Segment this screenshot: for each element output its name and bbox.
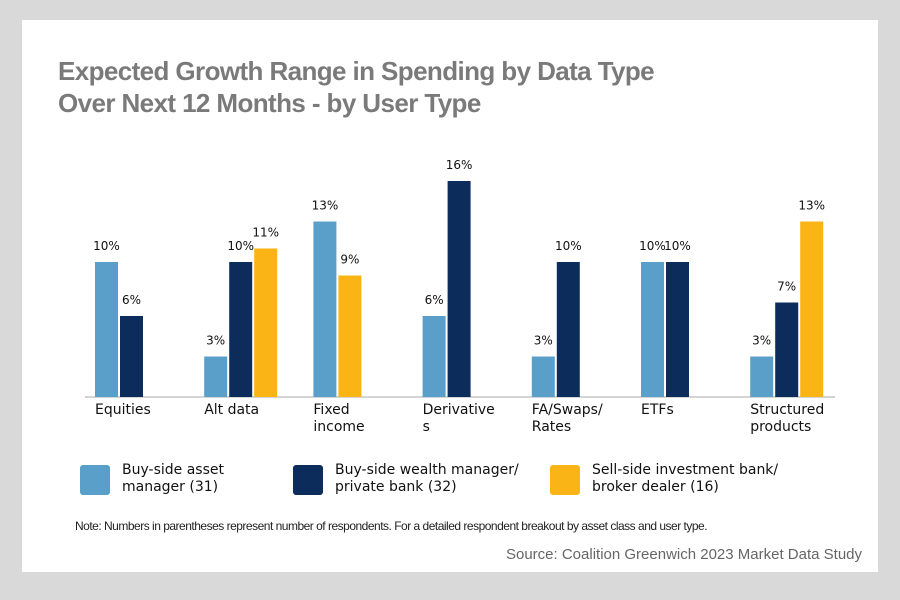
bar — [338, 275, 362, 397]
x-tick-label: Equities — [95, 402, 151, 418]
bar — [800, 221, 824, 397]
bar — [313, 221, 337, 397]
legend-label: Sell-side investment bank/ broker dealer… — [592, 462, 779, 495]
note: Note: Numbers in parentheses represent n… — [75, 519, 707, 533]
data-label: 9% — [340, 253, 359, 267]
legend-label-box: Buy-side wealth manager/ private bank (3… — [335, 462, 519, 495]
bar — [556, 262, 580, 397]
x-tick-label: Alt data — [204, 402, 260, 418]
x-tick-label-box: FA/Swaps/Rates — [531, 402, 603, 435]
data-label: 10% — [639, 239, 666, 253]
x-tick-label-box: Alt data — [204, 402, 260, 418]
bar — [775, 302, 799, 397]
data-label: 10% — [664, 239, 691, 253]
data-label: 3% — [752, 334, 771, 348]
bar — [641, 262, 664, 397]
bar — [447, 181, 471, 397]
bar — [204, 356, 228, 397]
data-label: 16% — [446, 158, 473, 172]
x-tick-label: FA/Swaps/Rates — [531, 402, 603, 435]
x-tick-label-box: ETFs — [641, 402, 674, 418]
data-label: 3% — [206, 334, 225, 348]
x-tick-label-box: Equities — [95, 402, 151, 418]
data-label: 6% — [122, 293, 141, 307]
bar — [666, 262, 689, 397]
legend-label-box: Buy-side asset manager (31) — [122, 462, 224, 495]
data-label: 13% — [798, 199, 825, 213]
x-tick-label-box: Derivatives — [422, 402, 495, 435]
x-tick-label: Fixed income — [313, 402, 365, 435]
bar — [229, 262, 253, 397]
legend-label: Buy-side wealth manager/ private bank (3… — [335, 462, 519, 495]
legend-swatch — [293, 465, 323, 495]
x-tick-label: Structured products — [750, 402, 825, 435]
data-label: 10% — [93, 239, 120, 253]
data-label: 11% — [252, 226, 279, 240]
legend-label-box: Sell-side investment bank/ broker dealer… — [592, 462, 779, 495]
source: Source: Coalition Greenwich 2023 Market … — [506, 546, 863, 563]
bar — [750, 356, 774, 397]
legend-swatch — [550, 465, 580, 495]
data-label: 10% — [555, 239, 582, 253]
bar — [120, 316, 143, 397]
bar — [254, 248, 278, 397]
legend-label: Buy-side asset manager (31) — [122, 462, 224, 495]
data-label: 13% — [312, 199, 339, 213]
legend-swatch — [80, 465, 110, 495]
bar — [531, 356, 555, 397]
data-label: 3% — [534, 334, 553, 348]
x-tick-label: ETFs — [641, 402, 674, 418]
x-tick-label: Derivatives — [422, 402, 495, 435]
x-tick-label-box: Structured products — [750, 402, 825, 435]
data-label: 10% — [227, 239, 254, 253]
bar — [422, 316, 446, 397]
x-tick-label-box: Fixed income — [313, 402, 365, 435]
data-label: 6% — [425, 293, 444, 307]
title-box: Expected Growth Range in Spending by Dat… — [58, 56, 655, 118]
bar — [95, 262, 118, 397]
data-label: 7% — [777, 280, 796, 294]
chart-title: Expected Growth Range in Spending by Dat… — [58, 56, 655, 118]
